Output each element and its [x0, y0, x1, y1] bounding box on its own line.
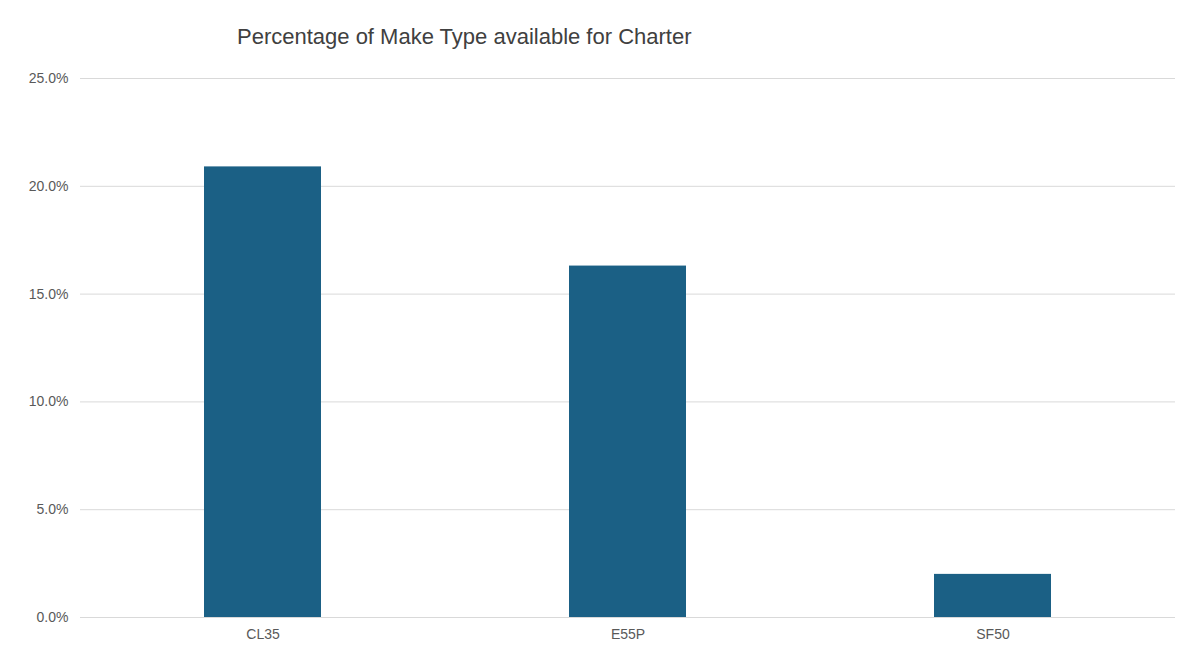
svg-text:0.0%: 0.0%: [37, 609, 69, 625]
svg-text:25.0%: 25.0%: [29, 70, 69, 86]
svg-text:20.0%: 20.0%: [29, 178, 69, 194]
svg-text:5.0%: 5.0%: [37, 501, 69, 517]
svg-text:15.0%: 15.0%: [29, 286, 69, 302]
svg-text:SF50: SF50: [976, 626, 1010, 642]
svg-text:10.0%: 10.0%: [29, 393, 69, 409]
svg-text:CL35: CL35: [246, 626, 280, 642]
html-text:Percentage of Make Type availa: Percentage of Make Type available for Ch…: [237, 24, 692, 49]
svg-text:E55P: E55P: [611, 626, 645, 642]
